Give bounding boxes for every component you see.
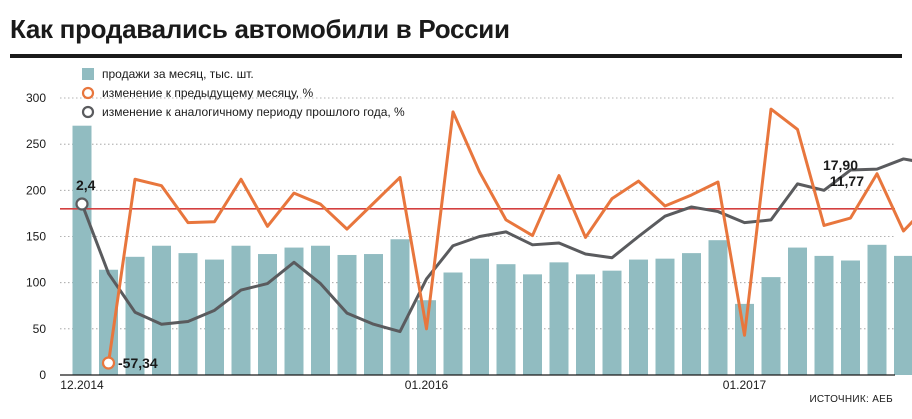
y-tick-label: 300 [26,91,46,105]
bar [284,247,304,375]
bar [337,254,357,375]
bar [761,277,781,375]
bar [125,256,145,375]
x-tick-label: 01.2017 [723,378,767,392]
bar [894,255,912,375]
annotation-label: 11,77 [830,173,864,189]
legend: продажи за месяц, тыс. шт. изменение к пр… [81,67,405,119]
bar [735,303,754,375]
line-series [75,107,912,370]
x-tick-label: 01.2016 [405,378,449,392]
bar [629,259,648,375]
bar [576,274,595,375]
yoy-start-marker [75,197,89,211]
bar [231,245,251,375]
bar [496,264,516,375]
y-tick-label: 100 [26,276,46,290]
mom-start-marker [101,356,116,370]
x-tick-label: 12.2014 [60,378,104,392]
axes: 05010015020025030012.201401.201601.20170… [26,91,895,392]
y-tick-label: 0 [39,368,46,382]
bar [99,269,118,375]
bar [152,245,171,375]
annotation-label: 2,4 [76,177,96,193]
bar [470,258,489,375]
bar [655,258,675,375]
legend-label: продажи за месяц, тыс. шт. [102,67,254,81]
bar [708,240,728,375]
y-tick-label: 150 [26,230,46,244]
title-rule [10,54,902,58]
bar [417,300,436,375]
y-tick-label: 200 [26,183,46,197]
y-tick-label: 250 [26,137,46,151]
bar [443,272,463,375]
bar [602,270,622,375]
bar [178,253,198,375]
bar-series [72,125,912,375]
bar [364,254,383,375]
annotation-label: -57,34 [118,355,158,371]
bar [841,260,860,375]
y-tick-label: 50 [33,322,47,336]
bar [205,259,224,375]
legend-label: изменение к аналогичному периоду прошлог… [102,105,405,119]
bar [72,125,92,375]
bar [258,254,277,375]
bar [682,253,701,375]
page-title: Как продавались автомобили в России [10,14,510,44]
legend-swatch-yoy [81,105,95,119]
source-label: ИСТОЧНИК: АЕБ [809,394,893,405]
bar [867,244,887,375]
bar [390,239,410,375]
annotation-label: 17,90 [823,157,858,173]
legend-swatch-mom [81,86,95,100]
bar [549,262,569,375]
bar [788,247,807,375]
legend-label: изменение к предыдущему месяцу, % [102,86,313,100]
bar [311,245,330,375]
yoy-series-line [80,157,912,334]
legend-swatch-bar [82,68,94,80]
bar [523,274,542,375]
mom-series-line [107,107,912,364]
bar [814,255,834,375]
